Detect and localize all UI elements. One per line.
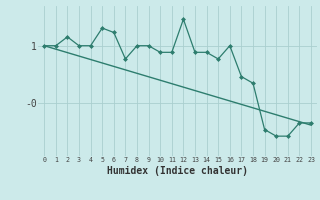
X-axis label: Humidex (Indice chaleur): Humidex (Indice chaleur) — [107, 166, 248, 176]
